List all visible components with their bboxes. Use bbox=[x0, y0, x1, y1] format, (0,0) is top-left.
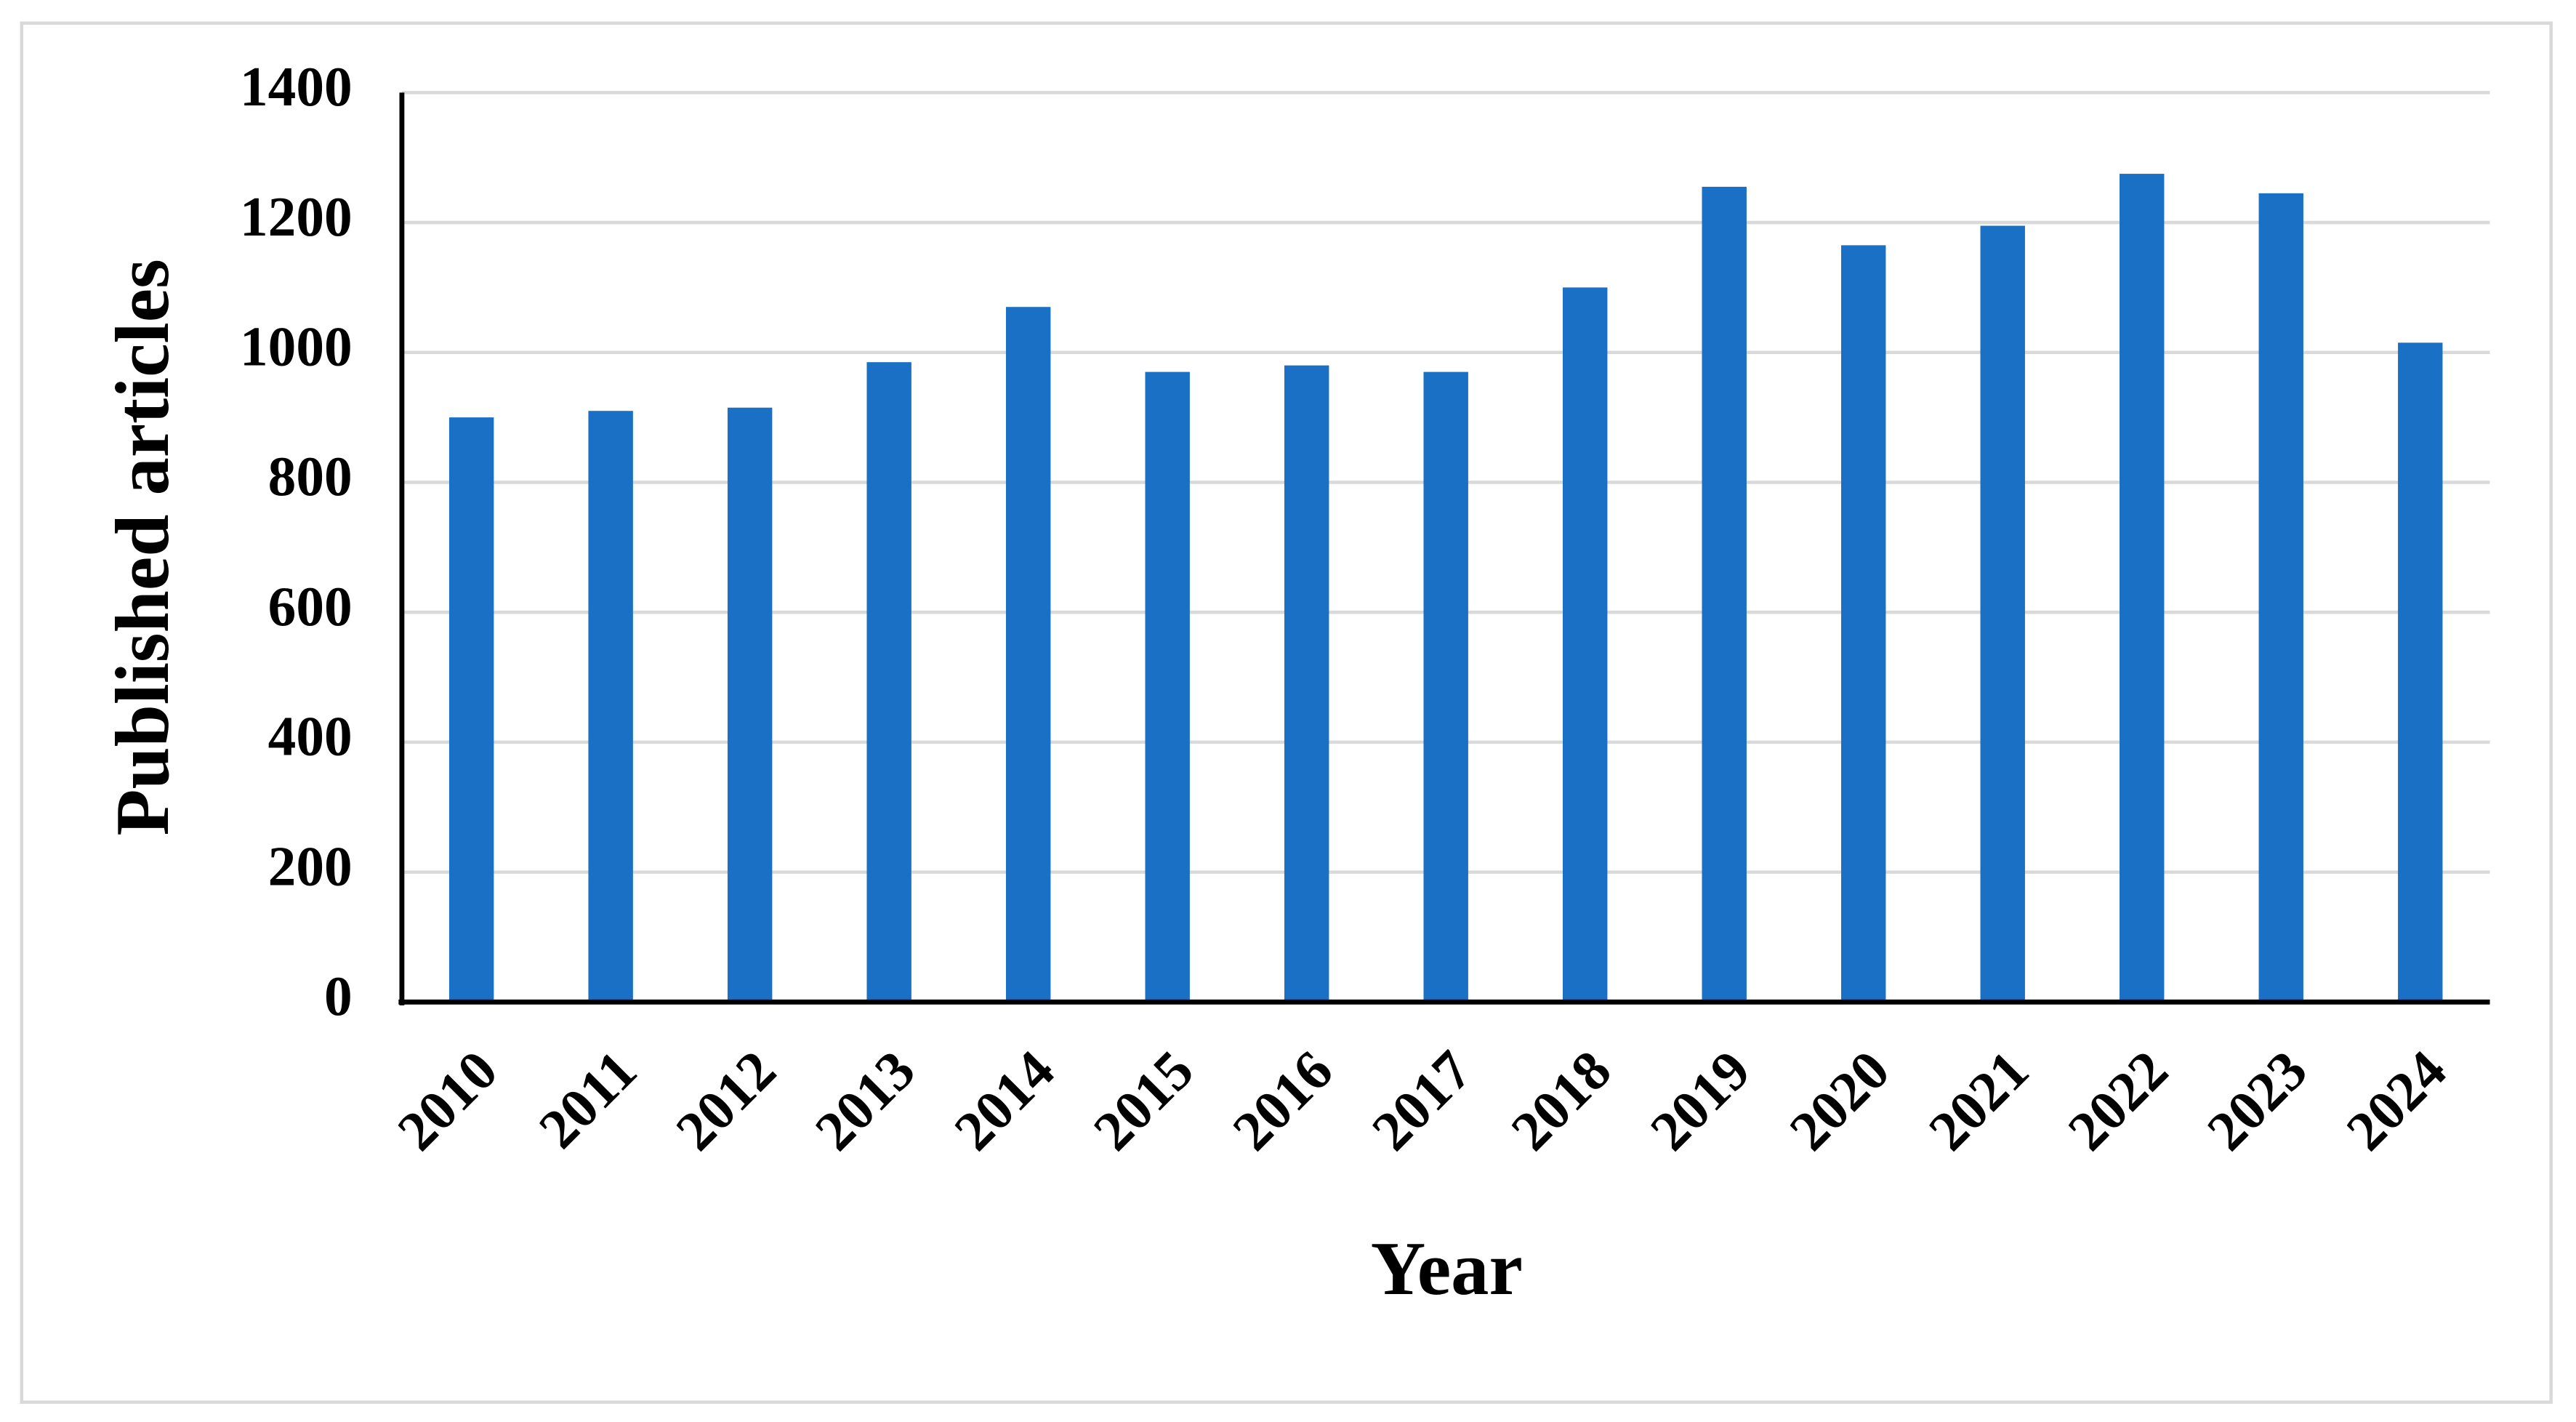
y-tick-label: 800 bbox=[268, 445, 353, 507]
bar bbox=[1841, 245, 1886, 1003]
y-tick-label: 1200 bbox=[240, 185, 353, 248]
y-tick-label: 1400 bbox=[240, 55, 353, 118]
bar bbox=[727, 407, 773, 1003]
bar bbox=[1005, 307, 1051, 1003]
y-tick-label: 600 bbox=[268, 575, 353, 638]
y-tick-label: 0 bbox=[324, 965, 353, 1027]
bar bbox=[1284, 365, 1329, 1003]
bar bbox=[588, 411, 633, 1003]
bar bbox=[866, 362, 911, 1003]
bar bbox=[2398, 342, 2443, 1003]
bar bbox=[2120, 174, 2165, 1003]
y-axis-title: Published articles bbox=[100, 259, 185, 835]
bar bbox=[1423, 371, 1468, 1003]
x-axis-title: Year bbox=[1371, 1226, 1523, 1311]
bar bbox=[1145, 371, 1190, 1003]
y-tick-label: 400 bbox=[268, 705, 353, 768]
bar bbox=[1980, 225, 2025, 1003]
y-tick-label: 200 bbox=[268, 835, 353, 897]
bar bbox=[1563, 287, 1608, 1003]
y-tick-label: 1000 bbox=[240, 316, 353, 378]
bar bbox=[1702, 186, 1747, 1003]
bar bbox=[2258, 193, 2303, 1003]
bar bbox=[448, 417, 494, 1003]
